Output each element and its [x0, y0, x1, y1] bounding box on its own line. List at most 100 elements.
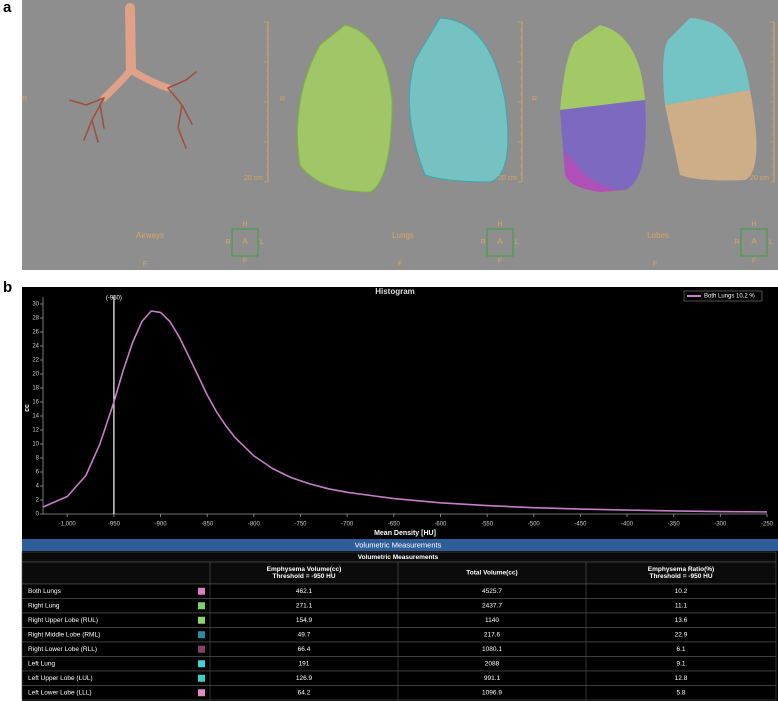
table-cell: 191	[299, 660, 310, 667]
table-row	[21, 641, 777, 657]
table-row	[21, 627, 777, 643]
y-tick-label: 4	[36, 484, 40, 490]
table-cell: 13.6	[675, 617, 688, 624]
orientation-bottom: F	[498, 258, 502, 265]
row-name: Left Upper Lobe (LUL)	[28, 675, 93, 682]
side-label: R	[280, 96, 285, 103]
table-cell: 11.1	[675, 602, 688, 609]
row-name: Left Lung	[28, 660, 55, 667]
row-swatch	[198, 587, 205, 595]
table-cell: 2088	[485, 660, 500, 667]
row-name: Right Lower Lobe (RLL)	[28, 646, 97, 653]
y-tick-label: 12	[32, 428, 39, 434]
table-title: Volumetric Measurements	[355, 540, 442, 549]
table-row	[21, 670, 777, 686]
x-tick-label: -300	[714, 522, 727, 528]
table-cell: 1080.1	[482, 646, 502, 653]
y-tick-label: 26	[32, 330, 39, 336]
table-cell: 1096.9	[482, 689, 502, 696]
row-swatch	[198, 660, 205, 668]
row-name: Right Upper Lobe (RUL)	[28, 617, 98, 624]
x-tick-label: -800	[248, 522, 261, 528]
y-tick-label: 30	[32, 302, 39, 308]
orientation-top: H	[751, 221, 756, 228]
table-row	[21, 598, 777, 614]
legend-box	[683, 290, 763, 302]
orientation-cube	[740, 228, 768, 257]
histogram-line	[42, 310, 768, 513]
orientation-right: L	[260, 239, 264, 246]
row-name: Both Lungs	[28, 588, 62, 595]
orientation-bottom: F	[752, 258, 756, 265]
orientation-left: R	[734, 239, 739, 246]
orientation-center: A	[242, 237, 248, 246]
panel-label: a	[3, 0, 12, 16]
table-cell: 4525.7	[482, 588, 502, 595]
table-cell: 154.9	[296, 617, 313, 624]
y-tick-label: 16	[32, 400, 39, 406]
y-tick-label: 28	[32, 316, 39, 322]
bottom-label: F	[143, 261, 147, 268]
lobes-render	[560, 18, 757, 192]
orientation-left: R	[225, 239, 230, 246]
table-cell: 6.1	[676, 646, 685, 653]
table-cell: 271.1	[296, 602, 313, 609]
y-tick-label: 24	[32, 344, 39, 350]
orientation-cube	[486, 228, 514, 257]
view-name: Lungs	[392, 231, 414, 240]
table-subtitle: Volumetric Measurements	[358, 554, 439, 561]
view-name: Airways	[136, 231, 164, 240]
x-tick-label: -1,000	[59, 522, 77, 528]
table-row	[21, 583, 777, 599]
x-tick-label: -850	[201, 522, 214, 528]
table-cell: 9.1	[676, 660, 685, 667]
scale-label: 20 cm	[750, 175, 769, 182]
view-name: Lobes	[647, 231, 669, 240]
x-tick-label: -900	[155, 522, 168, 528]
table-cell: 217.6	[484, 631, 501, 638]
panel-label: b	[3, 279, 12, 296]
table-cell: 12.8	[675, 675, 688, 682]
table-title-bar	[22, 539, 778, 551]
row-swatch	[198, 631, 205, 639]
table-cell: 126.9	[296, 675, 313, 682]
x-tick-label: -500	[528, 522, 541, 528]
x-tick-label: -650	[388, 522, 401, 528]
y-tick-label: 14	[32, 414, 39, 420]
row-swatch	[198, 674, 205, 682]
x-tick-label: -950	[108, 522, 121, 528]
row-swatch	[198, 602, 205, 610]
table-cell: 49.7	[298, 631, 311, 638]
airways-render	[69, 3, 197, 149]
table-cell: 64.2	[298, 689, 311, 696]
y-tick-label: 0	[36, 512, 40, 518]
column-header: Total Volume(cc)	[466, 570, 517, 577]
viewer-background	[22, 0, 778, 270]
legend-entry: Both Lungs 10.2 %	[704, 294, 755, 300]
orientation-right: L	[769, 239, 773, 246]
table-cell: 22.9	[675, 631, 688, 638]
row-swatch	[198, 616, 205, 624]
bottom-label: F	[653, 261, 657, 268]
orientation-bottom: F	[243, 258, 247, 265]
lungs-render	[297, 17, 509, 193]
orientation-center: A	[497, 237, 503, 246]
y-tick-label: 8	[36, 456, 40, 462]
table-cell: 991.1	[484, 675, 501, 682]
y-tick-label: 6	[36, 470, 40, 476]
row-name: Right Middle Lobe (RML)	[28, 631, 100, 638]
y-tick-label: 18	[32, 386, 39, 392]
x-axis-label: Mean Density [HU]	[374, 530, 436, 537]
row-swatch	[198, 645, 205, 653]
row-name: Left Lower Lobe (LLL)	[28, 689, 92, 696]
x-tick-label: -400	[621, 522, 634, 528]
column-header: Threshold = -950 HU	[649, 573, 712, 580]
y-axis-label: cc	[24, 404, 31, 412]
table-cell: 5.8	[676, 689, 685, 696]
orientation-right: L	[515, 239, 519, 246]
side-label: R	[22, 96, 27, 103]
threshold-label: (-950)	[106, 296, 122, 302]
column-header: Emphysema Ratio(%)	[648, 566, 714, 573]
orientation-cube	[231, 228, 259, 257]
